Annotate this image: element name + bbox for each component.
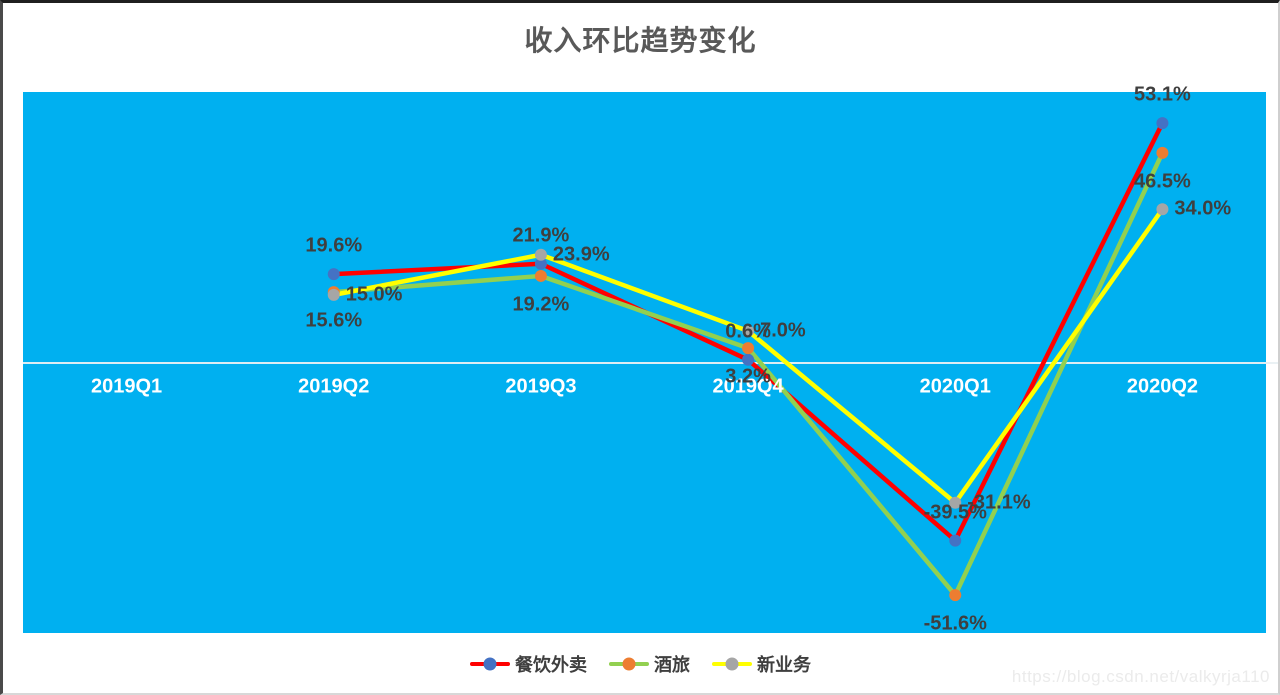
data-point-marker-0-4 (949, 534, 962, 547)
data-label-0-1: 19.6% (305, 234, 363, 257)
legend-line-swatch (712, 657, 752, 671)
legend-marker-dot (725, 657, 739, 671)
legend-item-1: 酒旅 (609, 651, 690, 677)
legend-line-swatch (470, 657, 510, 671)
legend-marker-dot (622, 657, 636, 671)
data-point-marker-2-2 (534, 248, 547, 261)
x-axis-label-1: 2019Q2 (298, 375, 370, 397)
data-point-marker-2-4 (949, 496, 962, 509)
x-axis-label-0: 2019Q1 (90, 375, 163, 397)
data-label-2-1: 15.0% (345, 283, 403, 306)
data-label-2-2: 23.9% (552, 243, 610, 266)
x-axis-label-3: 2019Q4 (712, 375, 784, 397)
legend-label: 餐饮外卖 (515, 655, 587, 675)
data-point-marker-2-5 (1156, 203, 1169, 216)
data-point-marker-0-1 (327, 268, 340, 281)
data-point-marker-0-5 (1156, 117, 1169, 130)
legend-marker-dot (483, 657, 497, 671)
legend-label: 酒旅 (654, 655, 690, 675)
chart-title: 收入环比趋势变化 (524, 25, 757, 56)
data-label-1-5: 46.5% (1134, 170, 1191, 193)
data-label-1-1: 15.6% (305, 309, 363, 332)
data-label-1-2: 19.2% (512, 293, 570, 316)
data-label-0-4: -39.5% (923, 501, 987, 524)
chart-canvas (327, 117, 1169, 602)
data-point-marker-2-3 (742, 324, 755, 337)
data-label-2-5: 34.0% (1174, 197, 1232, 220)
legend-line-swatch (609, 657, 649, 671)
data-label-2-3: 7.0% (760, 319, 806, 342)
legend: 餐饮外卖 酒旅 新业务 (3, 651, 1278, 677)
data-point-marker-1-4 (949, 589, 962, 602)
data-label-2-4: -31.1% (967, 491, 1031, 514)
data-point-marker-0-3 (742, 353, 755, 366)
data-point-marker-2-1 (327, 288, 340, 301)
data-point-marker-1-2 (534, 269, 547, 282)
data-point-marker-0-2 (534, 257, 547, 270)
x-axis-label-5: 2020Q2 (1126, 375, 1198, 397)
x-axis-label-2: 2019Q3 (505, 375, 577, 397)
data-label-1-3: 3.2% (725, 365, 771, 388)
legend-label: 新业务 (757, 655, 811, 675)
data-label-1-4: -51.6% (923, 612, 987, 635)
data-label-0-2: 21.9% (512, 224, 570, 247)
data-point-marker-1-5 (1156, 146, 1169, 159)
data-label-0-3: 0.6% (725, 320, 771, 343)
x-axis-label-4: 2020Q1 (919, 375, 991, 397)
watermark: https://blog.csdn.net/valkyrja110 (1011, 667, 1270, 686)
data-label-0-5: 53.1% (1134, 83, 1191, 106)
data-point-marker-1-3 (742, 342, 755, 355)
legend-item-0: 餐饮外卖 (470, 651, 587, 677)
zero-axis-line (23, 362, 1278, 364)
legend-item-2: 新业务 (712, 651, 811, 677)
